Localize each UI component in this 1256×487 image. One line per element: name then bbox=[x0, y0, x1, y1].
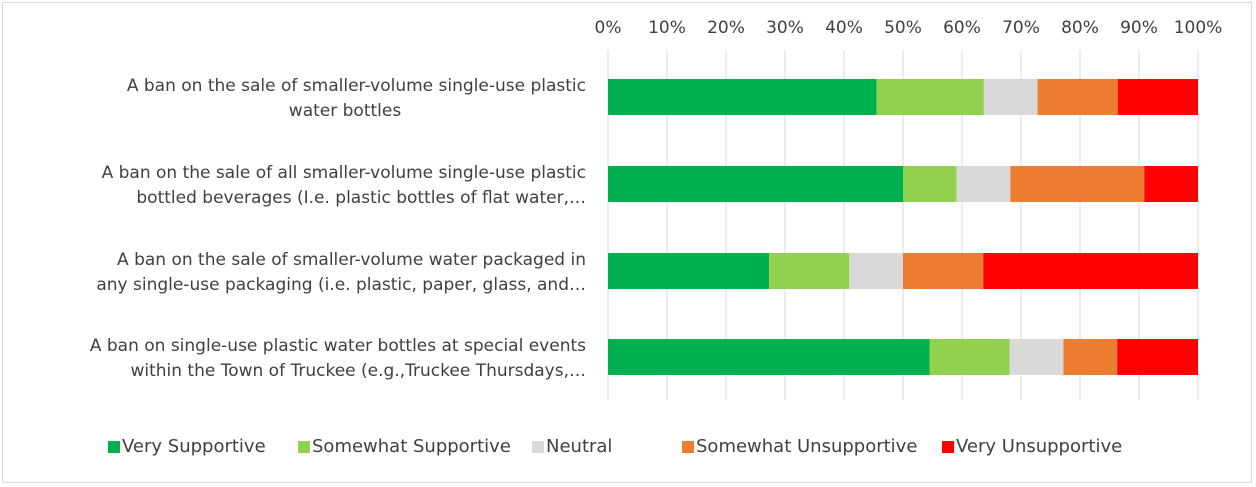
category-label: any single-use packaging (i.e. plastic, … bbox=[96, 275, 586, 295]
legend-label: Somewhat Supportive bbox=[312, 436, 511, 457]
category-label: water bottles bbox=[289, 101, 402, 121]
bar-segment-very-unsupportive bbox=[1117, 339, 1198, 375]
bar-segment-somewhat-supportive bbox=[769, 253, 850, 289]
bar-segment-very-supportive bbox=[608, 339, 930, 375]
legend: Very Supportive Somewhat Supportive Neutra… bbox=[108, 436, 1122, 457]
legend-label: Very Supportive bbox=[122, 436, 266, 457]
bar-segment-neutral bbox=[983, 79, 1038, 115]
legend-label: Neutral bbox=[546, 436, 612, 457]
bar-segment-somewhat-supportive bbox=[929, 339, 1010, 375]
x-tick-label: 50% bbox=[884, 18, 922, 38]
x-tick-label: 30% bbox=[766, 18, 804, 38]
category-label: A ban on the sale of all smaller-volume … bbox=[102, 163, 586, 183]
x-tick-label: 40% bbox=[825, 18, 863, 38]
x-tick-label: 10% bbox=[648, 18, 686, 38]
bar-segment-somewhat-unsupportive bbox=[1063, 339, 1118, 375]
bar-segment-somewhat-supportive bbox=[903, 166, 957, 202]
legend-swatch bbox=[942, 441, 954, 453]
category-label: A ban on the sale of smaller-volume sing… bbox=[127, 76, 586, 96]
category-labels: A ban on the sale of smaller-volume sing… bbox=[90, 76, 586, 381]
bars bbox=[608, 79, 1198, 375]
x-tick-label: 60% bbox=[943, 18, 981, 38]
bar-segment-very-unsupportive bbox=[1144, 166, 1198, 202]
x-axis-ticks: 0% 10% 20% 30% 40% 50% 60% 70% 80% 90% 100% bbox=[595, 18, 1223, 38]
legend-swatch bbox=[532, 441, 544, 453]
legend-swatch bbox=[682, 441, 694, 453]
bar-segment-somewhat-unsupportive bbox=[903, 253, 984, 289]
bar-segment-very-supportive bbox=[608, 79, 877, 115]
x-tick-label: 90% bbox=[1120, 18, 1158, 38]
bar-segment-neutral bbox=[849, 253, 903, 289]
category-label: A ban on single-use plastic water bottle… bbox=[90, 336, 586, 356]
legend-label: Very Unsupportive bbox=[956, 436, 1122, 457]
bar-segment-very-supportive bbox=[608, 253, 770, 289]
bar-segment-somewhat-supportive bbox=[876, 79, 984, 115]
bar-segment-somewhat-unsupportive bbox=[1037, 79, 1118, 115]
bar-segment-very-supportive bbox=[608, 166, 903, 202]
x-tick-label: 20% bbox=[707, 18, 745, 38]
bar-segment-somewhat-unsupportive bbox=[1010, 166, 1145, 202]
bar-segment-very-unsupportive bbox=[983, 253, 1198, 289]
x-tick-label: 0% bbox=[595, 18, 622, 38]
x-tick-label: 70% bbox=[1002, 18, 1040, 38]
legend-swatch bbox=[108, 441, 120, 453]
legend-label: Somewhat Unsupportive bbox=[696, 436, 917, 457]
x-tick-label: 80% bbox=[1061, 18, 1099, 38]
category-label: within the Town of Truckee (e.g.,Truckee… bbox=[130, 361, 586, 381]
bar-segment-neutral bbox=[1009, 339, 1064, 375]
x-tick-label: 100% bbox=[1174, 18, 1223, 38]
bar-segment-very-unsupportive bbox=[1117, 79, 1198, 115]
legend-swatch bbox=[298, 441, 310, 453]
bar-segment-neutral bbox=[956, 166, 1011, 202]
category-label: A ban on the sale of smaller-volume wate… bbox=[117, 250, 586, 270]
category-label: bottled beverages (I.e. plastic bottles … bbox=[136, 188, 586, 208]
